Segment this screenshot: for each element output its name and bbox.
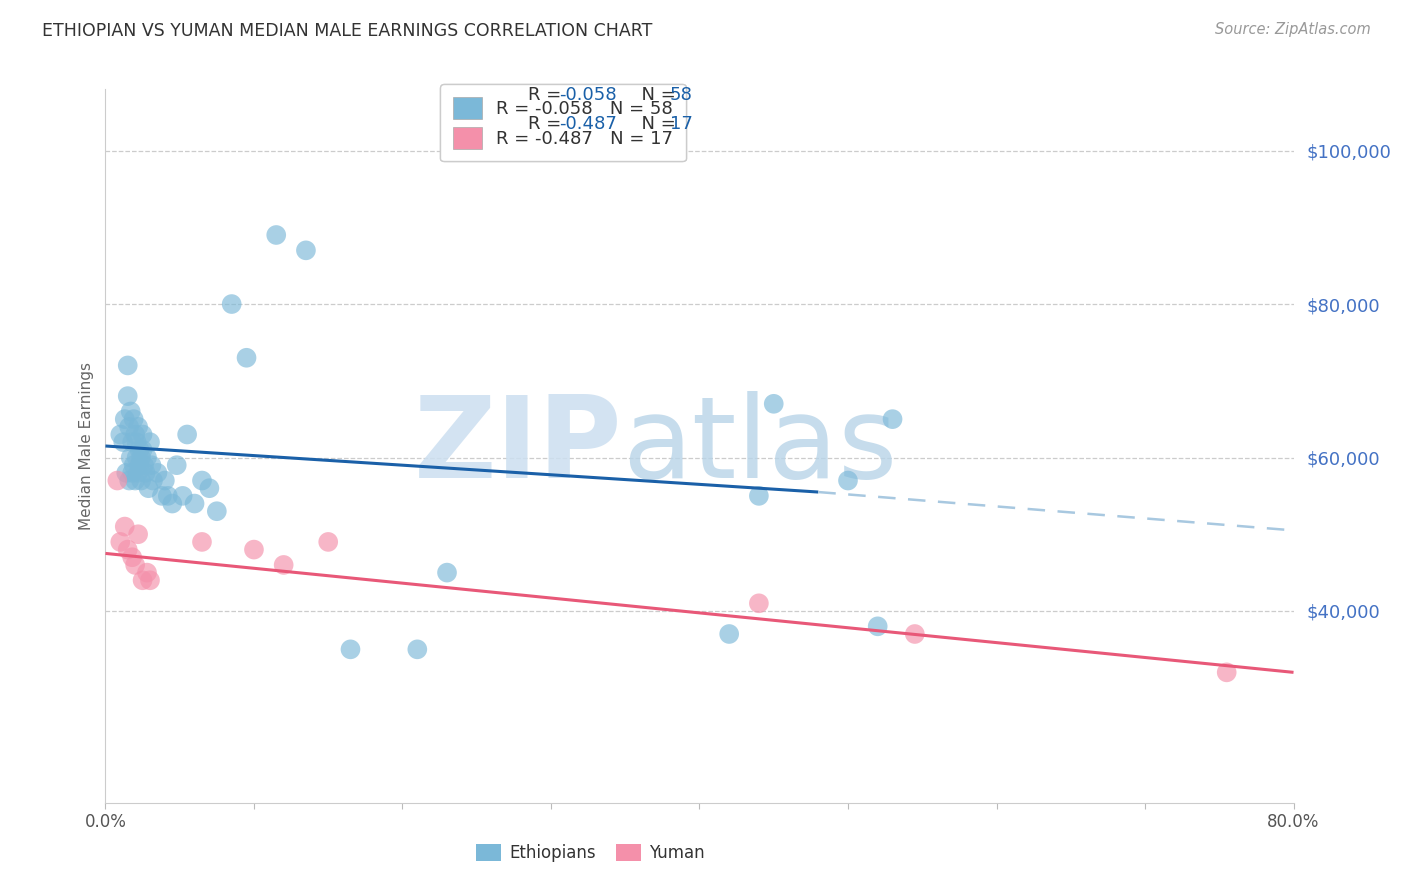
Point [110,535,132,549]
Legend: Ethiopians, Yuman: Ethiopians, Yuman [468,836,713,871]
Point [273,558,295,572]
Point [112,435,135,450]
Point [124,474,146,488]
Point [176,427,198,442]
Point [837,474,859,488]
Point [127,466,149,480]
Point [904,627,927,641]
Point [166,458,188,473]
Point [295,244,318,258]
Point [191,474,214,488]
Point [128,458,150,473]
Point [124,427,146,442]
Point [129,450,152,465]
Point [264,227,287,242]
Point [243,542,266,557]
Point [120,404,142,418]
Point [114,519,136,533]
Point [117,359,139,373]
Point [110,427,132,442]
Point [124,558,146,572]
Point [1215,665,1237,680]
Point [153,474,176,488]
Point [183,497,205,511]
Point [114,412,136,426]
Point [142,474,165,488]
Point [235,351,257,365]
Point [156,489,179,503]
Point [146,466,169,480]
Text: atlas: atlas [623,391,897,501]
Point [436,566,458,580]
Point [115,466,138,480]
Point [120,450,142,465]
Point [138,481,160,495]
Text: N =: N = [630,86,682,103]
Point [121,435,143,450]
Point [139,574,162,588]
Point [122,412,145,426]
Point [141,458,163,473]
Point [117,542,139,557]
Point [136,450,159,465]
Point [191,535,214,549]
Point [131,427,153,442]
Point [866,619,889,633]
Point [748,596,770,610]
Text: R =: R = [527,115,567,133]
Point [406,642,429,657]
Text: ZIP: ZIP [413,391,623,501]
Point [117,389,139,403]
Point [105,474,128,488]
Y-axis label: Median Male Earnings: Median Male Earnings [79,362,94,530]
Point [748,489,770,503]
Point [339,642,361,657]
Text: R =: R = [527,86,567,103]
Point [139,435,162,450]
Point [136,566,159,580]
Point [762,397,785,411]
Point [135,466,157,480]
Point [121,466,143,480]
Point [118,419,141,434]
Point [125,450,148,465]
Text: 17: 17 [669,115,693,133]
Legend: R = -0.058   N = 58, R = -0.487   N = 17: R = -0.058 N = 58, R = -0.487 N = 17 [440,84,686,161]
Text: -0.487: -0.487 [558,115,616,133]
Point [162,497,184,511]
Point [118,474,141,488]
Point [316,535,339,549]
Point [127,527,149,541]
Point [882,412,904,426]
Text: -0.058: -0.058 [558,86,616,103]
Point [205,504,228,518]
Point [129,474,152,488]
Point [172,489,194,503]
Point [718,627,741,641]
Point [127,419,149,434]
Text: N =: N = [630,115,682,133]
Text: 58: 58 [669,86,693,103]
Point [221,297,243,311]
Point [131,574,153,588]
Point [125,435,148,450]
Text: ETHIOPIAN VS YUMAN MEDIAN MALE EARNINGS CORRELATION CHART: ETHIOPIAN VS YUMAN MEDIAN MALE EARNINGS … [42,22,652,40]
Point [121,550,143,565]
Point [128,442,150,457]
Point [198,481,221,495]
Point [132,458,155,473]
Text: Source: ZipAtlas.com: Source: ZipAtlas.com [1215,22,1371,37]
Point [122,458,145,473]
Point [150,489,173,503]
Point [131,442,153,457]
